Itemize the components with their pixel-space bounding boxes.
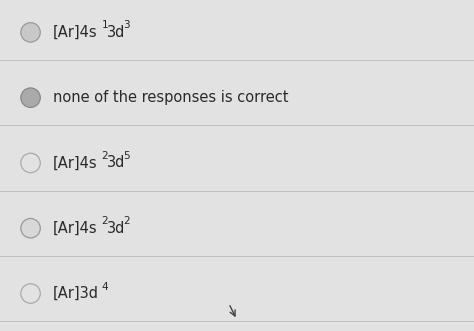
Text: 3d: 3d bbox=[107, 221, 126, 236]
Circle shape bbox=[21, 284, 40, 303]
Text: none of the responses is correct: none of the responses is correct bbox=[53, 90, 288, 105]
Text: 3d: 3d bbox=[107, 156, 126, 170]
Circle shape bbox=[21, 88, 40, 107]
Text: 3d: 3d bbox=[107, 25, 126, 40]
Text: 1: 1 bbox=[101, 21, 108, 30]
Text: 5: 5 bbox=[123, 151, 130, 161]
Text: 2: 2 bbox=[101, 151, 108, 161]
Circle shape bbox=[21, 153, 40, 173]
Text: [Ar]3d: [Ar]3d bbox=[53, 286, 99, 301]
Text: [Ar]4s: [Ar]4s bbox=[53, 156, 97, 170]
Circle shape bbox=[21, 23, 40, 42]
Text: 4: 4 bbox=[101, 282, 108, 292]
Text: 2: 2 bbox=[101, 216, 108, 226]
Text: [Ar]4s: [Ar]4s bbox=[53, 221, 97, 236]
Circle shape bbox=[21, 218, 40, 238]
Text: 3: 3 bbox=[123, 21, 130, 30]
Text: 2: 2 bbox=[123, 216, 130, 226]
Text: [Ar]4s: [Ar]4s bbox=[53, 25, 97, 40]
